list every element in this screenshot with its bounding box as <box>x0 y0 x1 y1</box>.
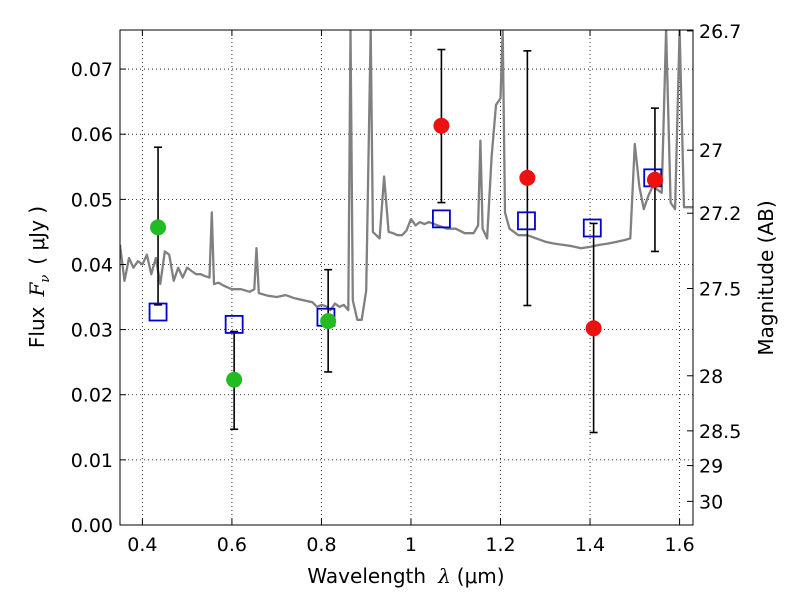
model-flux-square <box>517 211 536 231</box>
grid-lines <box>120 30 693 526</box>
observed-points <box>150 117 663 388</box>
magnitude-tick-label: 26.7 <box>699 21 741 43</box>
observed-flux-point <box>646 171 663 188</box>
model-points <box>148 168 663 334</box>
observed-flux-point <box>519 169 536 186</box>
y-tick-label: 0.00 <box>71 515 113 537</box>
x-axis-label: Wavelength λ (μm) <box>307 564 504 588</box>
y-tick-label: 0.06 <box>71 124 113 146</box>
x-tick-label: 0.4 <box>127 534 157 556</box>
observed-flux-point <box>320 313 337 330</box>
y-axis-label: FluxFν( μJy ) <box>25 206 53 348</box>
observed-flux-point <box>433 117 450 134</box>
x-tick-label: 1.4 <box>575 534 605 556</box>
magnitude-axis-label: Magnitude (AB) <box>754 200 778 355</box>
x-tick-label: 1.2 <box>485 534 515 556</box>
magnitude-tick-label: 30 <box>699 491 723 513</box>
model-flux-square <box>432 209 451 229</box>
x-tick-label: 1.6 <box>664 534 694 556</box>
magnitude-tick-label: 27.5 <box>699 279 741 301</box>
magnitude-tick-label: 28.5 <box>699 421 741 443</box>
y-tick-label: 0.04 <box>71 254 113 276</box>
y-tick-label: 0.05 <box>71 189 113 211</box>
x-axis-ticks: 0.4 0.6 0.8 1 1.2 1.4 1.6 <box>127 30 695 556</box>
magnitude-tick-label: 29 <box>699 456 723 478</box>
magnitude-axis-ticks: 26.7 27 27.2 27.5 28 28.5 29 30 <box>687 21 741 513</box>
magnitude-tick-label: 27.2 <box>699 203 741 225</box>
observed-flux-point <box>585 320 602 337</box>
y-tick-label: 0.07 <box>71 59 113 81</box>
model-flux-square <box>148 302 168 322</box>
plot-frame <box>119 29 694 526</box>
y-tick-label: 0.03 <box>71 320 113 342</box>
x-tick-label: 1 <box>405 534 417 556</box>
magnitude-tick-label: 27 <box>699 140 723 162</box>
observed-flux-point <box>150 219 167 236</box>
model-flux-square <box>582 218 602 238</box>
template-spectrum-line <box>120 30 693 321</box>
x-tick-label: 0.8 <box>306 534 336 556</box>
x-tick-label: 0.6 <box>217 534 247 556</box>
observed-flux-point <box>226 371 243 388</box>
y-tick-label: 0.01 <box>71 450 113 472</box>
magnitude-tick-label: 28 <box>699 366 723 388</box>
y-axis-ticks: 0.00 0.01 0.02 0.03 0.04 0.05 0.06 0.07 <box>71 59 126 537</box>
model-flux-square <box>224 314 244 334</box>
y-tick-label: 0.02 <box>71 385 113 407</box>
